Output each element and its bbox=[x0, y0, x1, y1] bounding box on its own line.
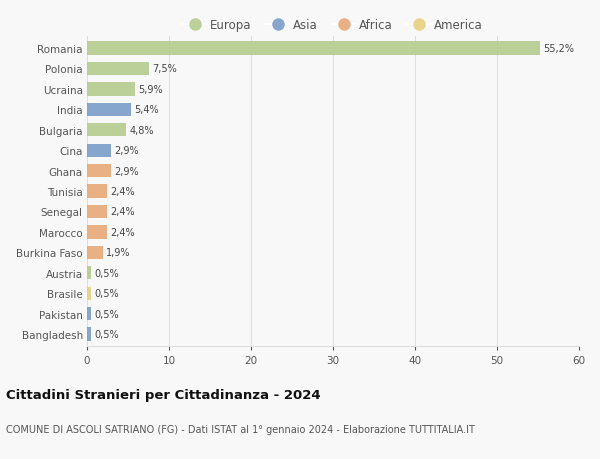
Bar bbox=[87, 205, 107, 218]
Text: 2,9%: 2,9% bbox=[114, 166, 139, 176]
Text: 0,5%: 0,5% bbox=[94, 329, 119, 339]
Bar bbox=[87, 267, 91, 280]
Bar bbox=[87, 226, 107, 239]
Text: 5,9%: 5,9% bbox=[139, 85, 163, 95]
Text: 0,5%: 0,5% bbox=[94, 268, 119, 278]
Text: 1,9%: 1,9% bbox=[106, 248, 130, 258]
Bar bbox=[87, 144, 111, 157]
Text: 5,4%: 5,4% bbox=[134, 105, 159, 115]
Text: 2,4%: 2,4% bbox=[110, 187, 134, 196]
Bar bbox=[87, 185, 107, 198]
Text: 7,5%: 7,5% bbox=[152, 64, 176, 74]
Text: 2,4%: 2,4% bbox=[110, 207, 134, 217]
Bar bbox=[87, 63, 149, 76]
Bar bbox=[87, 124, 127, 137]
Text: 0,5%: 0,5% bbox=[94, 289, 119, 298]
Bar bbox=[87, 287, 91, 300]
Bar bbox=[87, 246, 103, 259]
Text: COMUNE DI ASCOLI SATRIANO (FG) - Dati ISTAT al 1° gennaio 2024 - Elaborazione TU: COMUNE DI ASCOLI SATRIANO (FG) - Dati IS… bbox=[6, 425, 475, 435]
Bar bbox=[87, 83, 136, 96]
Bar bbox=[87, 42, 539, 56]
Text: Cittadini Stranieri per Cittadinanza - 2024: Cittadini Stranieri per Cittadinanza - 2… bbox=[6, 388, 320, 401]
Text: 4,8%: 4,8% bbox=[130, 125, 154, 135]
Bar bbox=[87, 328, 91, 341]
Bar bbox=[87, 308, 91, 320]
Legend: Europa, Asia, Africa, America: Europa, Asia, Africa, America bbox=[183, 19, 483, 32]
Text: 0,5%: 0,5% bbox=[94, 309, 119, 319]
Text: 2,9%: 2,9% bbox=[114, 146, 139, 156]
Bar bbox=[87, 165, 111, 178]
Bar bbox=[87, 103, 131, 117]
Text: 2,4%: 2,4% bbox=[110, 227, 134, 237]
Text: 55,2%: 55,2% bbox=[543, 44, 574, 54]
